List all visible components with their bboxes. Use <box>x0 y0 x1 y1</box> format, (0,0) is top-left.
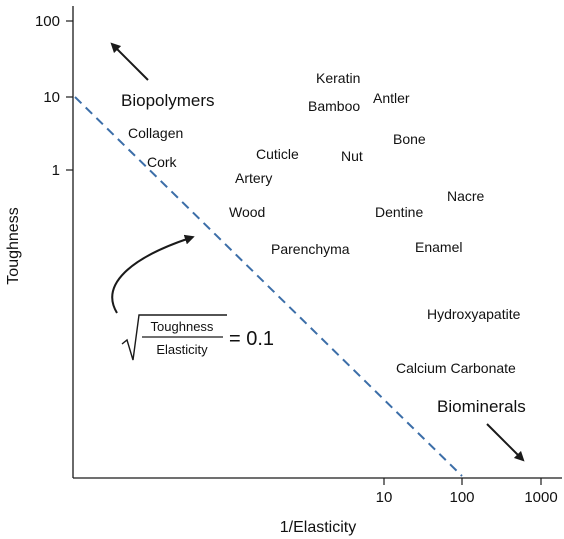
formula-numerator: Toughness <box>151 319 214 334</box>
x-tick-label-1000: 1000 <box>524 489 557 506</box>
x-axis-title: 1/Elasticity <box>280 519 356 536</box>
material-label: Parenchyma <box>271 241 350 257</box>
y-tick-label-100: 100 <box>35 13 60 30</box>
formula: Toughness Elasticity = 0.1 <box>121 314 274 361</box>
material-label: Antler <box>373 90 410 106</box>
material-label: Cuticle <box>256 146 299 162</box>
y-axis-title: Toughness <box>5 207 22 284</box>
material-label: Wood <box>229 204 265 220</box>
x-tick-label-100: 100 <box>449 489 474 506</box>
material-label: Nut <box>341 148 363 164</box>
material-label: Calcium Carbonate <box>396 360 516 376</box>
material-label: Keratin <box>316 70 360 86</box>
material-label: Bone <box>393 131 426 147</box>
material-label: Artery <box>235 170 272 186</box>
biominerals-arrow <box>486 423 525 462</box>
material-label: Collagen <box>128 125 183 141</box>
region-label-biominerals: Biominerals <box>437 397 526 416</box>
material-label: Enamel <box>415 239 462 255</box>
material-label: Dentine <box>375 204 423 220</box>
biopolymers-arrow <box>110 42 149 81</box>
y-tick-label-10: 10 <box>43 89 60 106</box>
material-label: Cork <box>147 154 178 170</box>
guideline-dashed <box>74 96 463 477</box>
sqrt-sign <box>121 314 227 361</box>
formula-denominator: Elasticity <box>156 342 208 357</box>
material-label: Bamboo <box>308 98 360 114</box>
formula-pointer-arrow <box>111 234 195 314</box>
x-tick-label-10: 10 <box>376 489 393 506</box>
material-label: Hydroxyapatite <box>427 306 521 322</box>
material-label: Nacre <box>447 188 485 204</box>
y-tick-label-1: 1 <box>52 162 60 179</box>
formula-rhs: = 0.1 <box>229 328 274 350</box>
region-label-biopolymers: Biopolymers <box>121 91 215 110</box>
